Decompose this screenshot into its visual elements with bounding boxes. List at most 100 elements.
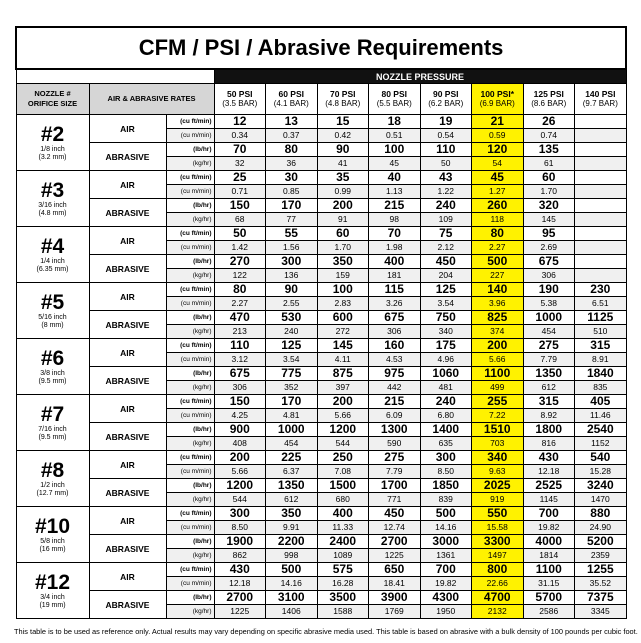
unit-label: (cu m/min) bbox=[165, 128, 215, 143]
value-cell: 481 bbox=[419, 380, 472, 395]
unit-label: (kg/hr) bbox=[165, 380, 215, 395]
value-cell: 0.34 bbox=[213, 128, 266, 143]
value-cell: 8.50 bbox=[419, 464, 472, 479]
value-cell: 4.81 bbox=[265, 408, 318, 423]
table-row: ABRASIVE (lb/hr) 1900 2200 2400 2700 3000 3300 4… bbox=[16, 534, 627, 563]
value-cell: 300 bbox=[419, 450, 472, 465]
value-cell: 3240 bbox=[574, 478, 627, 493]
value-cell: 6.09 bbox=[368, 408, 421, 423]
value-cell: 550 bbox=[471, 506, 524, 521]
value-cell: 350 bbox=[265, 506, 318, 521]
rate-label: AIR bbox=[88, 506, 167, 535]
value-cell: 2586 bbox=[522, 604, 575, 619]
unit-label: (cu m/min) bbox=[165, 296, 215, 311]
rate-label: ABRASIVE bbox=[88, 590, 167, 619]
value-cell: 1769 bbox=[368, 604, 421, 619]
value-cell: 55 bbox=[265, 226, 318, 241]
value-cell: 3000 bbox=[419, 534, 472, 549]
table-row: (kg/hr) 68 77 91 98 109 118 145 bbox=[16, 212, 627, 227]
value-cell: 1255 bbox=[574, 562, 627, 577]
rate-label: AIR bbox=[88, 170, 167, 199]
value-cell: 300 bbox=[265, 254, 318, 269]
value-cell: 0.74 bbox=[522, 128, 575, 143]
value-cell: 230 bbox=[574, 282, 627, 297]
value-cell: 0.42 bbox=[316, 128, 369, 143]
value-cell: 12.18 bbox=[522, 464, 575, 479]
value-cell: 1225 bbox=[213, 604, 266, 619]
empty-cell bbox=[574, 226, 627, 241]
nozzle-cell: #5 5/16 inch (8 mm) bbox=[15, 282, 90, 339]
value-cell: 125 bbox=[265, 338, 318, 353]
nozzle-mm: (16 mm) bbox=[39, 545, 66, 553]
value-cell: 454 bbox=[522, 324, 575, 339]
value-cell: 122 bbox=[213, 268, 266, 283]
value-cell: 11.33 bbox=[316, 520, 369, 535]
value-cell: 170 bbox=[265, 394, 318, 409]
value-cell: 18 bbox=[368, 114, 421, 129]
value-cell: 600 bbox=[316, 310, 369, 325]
value-cell: 650 bbox=[368, 562, 421, 577]
value-cell: 110 bbox=[213, 338, 266, 353]
value-cell: 3.54 bbox=[419, 296, 472, 311]
value-cell: 405 bbox=[574, 394, 627, 409]
value-cell: 120 bbox=[471, 142, 524, 157]
nozzle-cell: #8 1/2 inch (12.7 mm) bbox=[15, 450, 90, 507]
value-cell: 470 bbox=[213, 310, 266, 325]
value-cell: 240 bbox=[265, 324, 318, 339]
value-cell: 125 bbox=[419, 282, 472, 297]
value-cell: 612 bbox=[522, 380, 575, 395]
bar: (4.1 BAR) bbox=[273, 99, 309, 108]
value-cell: 1.70 bbox=[316, 240, 369, 255]
value-cell: 45 bbox=[471, 170, 524, 185]
value-cell: 227 bbox=[471, 268, 524, 283]
value-cell: 213 bbox=[213, 324, 266, 339]
bar: (3.5 BAR) bbox=[222, 99, 258, 108]
unit-label: (kg/hr) bbox=[165, 492, 215, 507]
value-cell: 9.63 bbox=[471, 464, 524, 479]
unit-label: (cu ft/min) bbox=[165, 282, 215, 297]
table-row: CFM / PSI / Abrasive Requirements bbox=[14, 26, 628, 70]
value-cell: 590 bbox=[368, 436, 421, 451]
value-cell: 150 bbox=[213, 394, 266, 409]
value-cell: 3.96 bbox=[471, 296, 524, 311]
value-cell: 975 bbox=[368, 366, 421, 381]
table-row: (kg/hr) 32 36 41 45 50 54 61 bbox=[16, 156, 627, 171]
nozzle-number: #4 bbox=[40, 234, 65, 258]
value-cell: 397 bbox=[316, 380, 369, 395]
unit-label: (cu m/min) bbox=[165, 520, 215, 535]
nozzle-number: #12 bbox=[34, 570, 71, 594]
value-cell: 1100 bbox=[471, 366, 524, 381]
table-row: (cu m/min) 1.42 1.56 1.70 1.98 2.12 2.27 2.69 bbox=[16, 240, 627, 255]
value-cell: 175 bbox=[419, 338, 472, 353]
value-cell: 60 bbox=[522, 170, 575, 185]
empty-cell bbox=[574, 170, 627, 185]
rates-header: AIR & ABRASIVE RATES bbox=[88, 83, 215, 115]
value-cell: 5.66 bbox=[316, 408, 369, 423]
value-cell: 575 bbox=[316, 562, 369, 577]
value-cell: 544 bbox=[213, 492, 266, 507]
value-cell: 68 bbox=[213, 212, 266, 227]
nozzle-mm: (4.8 mm) bbox=[38, 209, 67, 217]
value-cell: 2359 bbox=[574, 548, 627, 563]
unit-label: (cu ft/min) bbox=[165, 394, 215, 409]
value-cell: 880 bbox=[574, 506, 627, 521]
unit-label: (kg/hr) bbox=[165, 212, 215, 227]
value-cell: 1000 bbox=[522, 310, 575, 325]
value-cell: 1700 bbox=[368, 478, 421, 493]
table-row: ABRASIVE (lb/hr) 470 530 600 675 750 825 1000 112… bbox=[16, 310, 627, 339]
value-cell: 14.16 bbox=[419, 520, 472, 535]
value-cell: 9.91 bbox=[265, 520, 318, 535]
nozzle-number: #8 bbox=[40, 458, 65, 482]
value-cell: 0.54 bbox=[419, 128, 472, 143]
nozzle-inch: 1/4 inch bbox=[40, 257, 65, 265]
nozzle-cell: #7 7/16 inch (9.5 mm) bbox=[15, 394, 90, 451]
value-cell: 1840 bbox=[574, 366, 627, 381]
value-cell: 3.26 bbox=[368, 296, 421, 311]
value-cell: 100 bbox=[368, 142, 421, 157]
unit-label: (lb/hr) bbox=[165, 478, 215, 493]
value-cell: 12.74 bbox=[368, 520, 421, 535]
value-cell: 1361 bbox=[419, 548, 472, 563]
nozzle-inch: 5/8 inch bbox=[40, 537, 65, 545]
psi: 140 PSI bbox=[585, 89, 616, 99]
nozzle-number: #6 bbox=[40, 346, 65, 370]
